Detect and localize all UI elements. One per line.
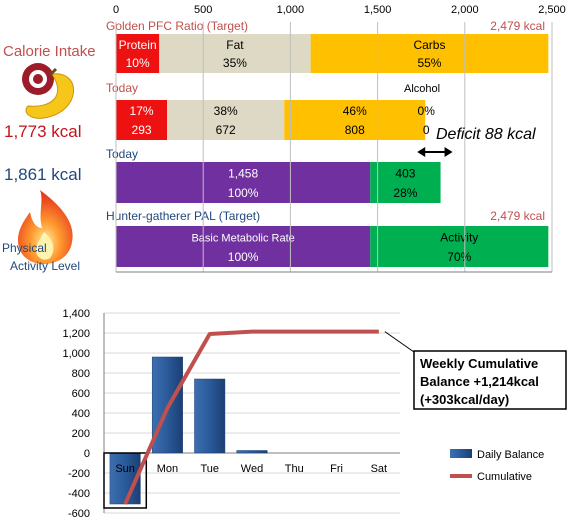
top-axis-tick-label: 500 [194, 4, 212, 16]
x-tick-label-sat: Sat [371, 463, 388, 475]
bar-segment-today_burn-0 [116, 162, 371, 203]
top-axis-tick-label: 1,000 [277, 4, 305, 16]
legend-cumulative: Cumulative [477, 471, 532, 483]
bar-sublabel-target_pal-1: 70% [447, 250, 471, 264]
bar-sublabel-today_burn-0: 100% [228, 186, 259, 200]
flame-icon [18, 190, 73, 264]
bar-label-today_burn-1: 403 [395, 167, 415, 181]
y-tick-label: 400 [72, 408, 90, 420]
daily-balance-bar-wed [236, 450, 268, 454]
bar-sublabel-today_burn-1: 28% [393, 186, 417, 200]
bar-label-today_burn-0: 1,458 [228, 167, 258, 181]
deficit-label: Deficit 88 kcal [436, 126, 536, 143]
bar-sublabel-target_pfc-1: 35% [223, 56, 247, 70]
bar-sublabel-today_intake-3: 0 [423, 123, 430, 137]
pal-label-line2: Activity Level [10, 259, 80, 273]
row-title-target-pal: Hunter-gatherer PAL (Target) [106, 209, 260, 223]
bar-label-target_pfc-2: Carbs [413, 38, 445, 52]
y-tick-label: -200 [68, 468, 90, 480]
bar-label-target_pal-0: Basic Metabolic Rate [191, 233, 294, 245]
bar-label-target_pfc-0: Protein [119, 38, 157, 52]
food-icon [22, 63, 75, 119]
weekly-balance-chart: 1,400 1,200 1,000 800 600 400 200 0 -200 -400 -600… [62, 308, 567, 520]
target-pal-total: 2,479 kcal [490, 209, 545, 223]
bar-sublabel-target_pal-0: 100% [228, 250, 259, 264]
y-tick-label: 1,000 [62, 348, 90, 360]
x-tick-label-mon: Mon [157, 463, 178, 475]
y-tick-label: 1,200 [62, 328, 90, 340]
x-tick-label-wed: Wed [241, 463, 263, 475]
bar-segment-target_pfc-2 [310, 34, 549, 73]
bar-label-today_intake-3: 0% [418, 104, 436, 118]
sun-highlight-box [103, 452, 148, 509]
callout-line2: Balance +1,214kcal [420, 374, 539, 389]
top-axis-tick-label: 1,500 [364, 4, 392, 16]
top-axis-tick-label: 2,500 [538, 4, 566, 16]
y-tick-label: 600 [72, 388, 90, 400]
y-tick-label: 1,400 [62, 308, 90, 320]
bar-segment-target_pfc-0 [116, 34, 160, 73]
row-title-today-burn: Today [106, 147, 138, 161]
bar-label-target_pfc-1: Fat [226, 38, 244, 52]
bar-segment-today_burn-1 [370, 162, 441, 203]
bar-sublabel-today_intake-2: 808 [345, 123, 365, 137]
alcohol-label: Alcohol [404, 83, 440, 95]
x-tick-label-fri: Fri [330, 463, 343, 475]
bar-sublabel-today_intake-0: 293 [132, 123, 152, 137]
y-tick-label: 800 [72, 368, 90, 380]
top-axis-tick-label: 0 [113, 4, 119, 16]
calorie-intake-label: Calorie Intake [3, 43, 96, 60]
row-title-target-pfc: Golden PFC Ratio (Target) [106, 19, 248, 33]
legend: Daily Balance Cumulative [450, 449, 544, 483]
bar-sublabel-today_intake-1: 672 [216, 123, 236, 137]
legend-swatch-daily-balance [450, 449, 472, 458]
calories-burned-value: 1,861 kcal [4, 165, 82, 184]
callout-line1: Weekly Cumulative [420, 356, 538, 371]
bar-segment-today_intake-1 [167, 100, 285, 140]
row-title-today-intake: Today [106, 81, 138, 95]
callout-leader-line [384, 331, 415, 353]
y-tick-label: -600 [68, 508, 90, 520]
x-tick-label-tue: Tue [200, 463, 219, 475]
bar-segment-today_intake-2 [284, 100, 426, 140]
bar-segment-target_pal-0 [116, 226, 371, 267]
x-tick-label-sun: Sun [115, 463, 135, 475]
top-axis-tick-label: 2,000 [451, 4, 479, 16]
bar-segment-target_pal-1 [370, 226, 549, 267]
bar-label-today_intake-1: 38% [214, 104, 238, 118]
bar-segment-today_intake-0 [116, 100, 168, 140]
y-tick-label: 0 [84, 448, 90, 460]
target-pfc-total: 2,479 kcal [490, 19, 545, 33]
x-tick-label-thu: Thu [285, 463, 304, 475]
cumulative-line [123, 329, 379, 505]
bar-label-today_intake-0: 17% [130, 104, 154, 118]
callout-line3: (+303kcal/day) [420, 392, 509, 407]
bar-label-target_pal-1: Activity [440, 231, 478, 245]
y-tick-label: -400 [68, 488, 90, 500]
bar-sublabel-target_pfc-2: 55% [417, 56, 441, 70]
y-tick-label: 200 [72, 428, 90, 440]
top-bar-chart: Golden PFC Ratio (Target) 2,479 kcal Tod… [106, 4, 566, 273]
bar-segment-target_pfc-1 [159, 34, 311, 73]
pal-label-line1: Physical [2, 241, 47, 255]
callout-box: Weekly Cumulative Balance +1,214kcal (+3… [413, 350, 567, 410]
bar-label-today_intake-2: 46% [343, 104, 367, 118]
bar-sublabel-target_pfc-0: 10% [126, 56, 150, 70]
daily-balance-bar-tue [194, 378, 226, 454]
deficit-marker [417, 147, 453, 157]
calorie-intake-value: 1,773 kcal [4, 122, 82, 141]
legend-daily-balance: Daily Balance [477, 449, 544, 461]
